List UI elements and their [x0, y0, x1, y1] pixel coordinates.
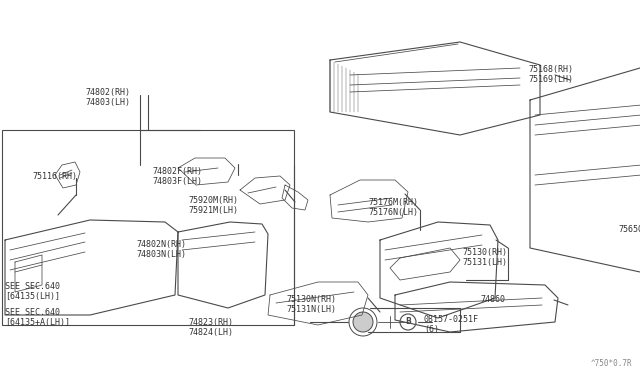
- Bar: [2, 130, 294, 325]
- Text: 74802F(RH)
74803F(LH): 74802F(RH) 74803F(LH): [152, 167, 202, 186]
- Text: SEE SEC.640
[64135+A(LH)]: SEE SEC.640 [64135+A(LH)]: [5, 308, 70, 327]
- Text: 75130N(RH)
75131N(LH): 75130N(RH) 75131N(LH): [286, 295, 336, 314]
- Text: 74802(RH)
74803(LH): 74802(RH) 74803(LH): [85, 88, 130, 108]
- Text: 75116(RH): 75116(RH): [32, 172, 77, 181]
- Circle shape: [353, 312, 373, 332]
- Text: ^750*0.7R: ^750*0.7R: [590, 359, 632, 368]
- Text: 75168(RH)
75169(LH): 75168(RH) 75169(LH): [528, 65, 573, 84]
- Text: 75176M(RH)
75176N(LH): 75176M(RH) 75176N(LH): [368, 198, 418, 217]
- Text: 08157-0251F
(6): 08157-0251F (6): [424, 315, 479, 334]
- Text: 74823(RH)
74824(LH): 74823(RH) 74824(LH): [188, 318, 233, 337]
- Text: 75130(RH)
75131(LH): 75130(RH) 75131(LH): [462, 248, 507, 267]
- Text: SEE SEC.640
[64135(LH)]: SEE SEC.640 [64135(LH)]: [5, 282, 60, 301]
- Text: 75920M(RH)
75921M(LH): 75920M(RH) 75921M(LH): [188, 196, 238, 215]
- Text: 74802N(RH)
74803N(LH): 74802N(RH) 74803N(LH): [136, 240, 186, 259]
- Text: 75650: 75650: [618, 225, 640, 234]
- Text: 74860: 74860: [480, 295, 505, 304]
- Text: B: B: [405, 317, 411, 327]
